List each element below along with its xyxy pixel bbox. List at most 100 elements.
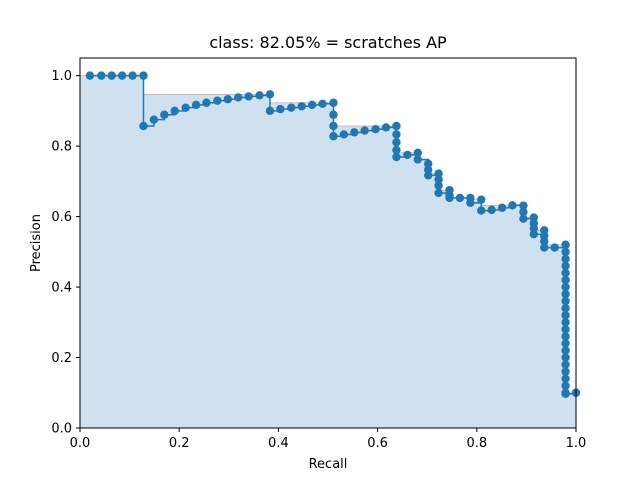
data-point — [255, 91, 264, 100]
data-point — [561, 303, 570, 313]
data-point — [149, 115, 159, 124]
data-point — [117, 71, 127, 80]
x-tick-label: 0.2 — [169, 436, 190, 451]
data-point — [540, 243, 549, 252]
data-point — [561, 254, 570, 264]
data-point — [85, 71, 95, 80]
data-point — [403, 150, 412, 160]
data-point — [561, 389, 570, 399]
data-point — [477, 195, 486, 204]
data-point — [561, 332, 570, 341]
x-tick-label: 0.6 — [367, 436, 388, 451]
data-point — [561, 296, 570, 306]
data-point — [413, 155, 422, 164]
data-point — [318, 99, 327, 109]
y-tick-label: 0.0 — [51, 422, 72, 437]
y-tick-label: 0.2 — [51, 351, 72, 366]
data-point — [455, 193, 465, 203]
data-point — [329, 121, 338, 131]
data-point — [307, 100, 317, 110]
data-point — [561, 353, 570, 362]
data-point — [487, 205, 496, 215]
x-tick-label: 0.4 — [268, 436, 289, 451]
data-point — [434, 169, 443, 178]
data-point — [561, 282, 570, 292]
data-point — [519, 207, 528, 217]
x-tick-label: 1.0 — [566, 436, 587, 451]
data-point — [234, 93, 243, 102]
data-point — [413, 148, 422, 157]
data-point — [265, 90, 275, 99]
data-point — [423, 159, 433, 168]
data-point — [445, 193, 454, 203]
y-tick-label: 0.8 — [51, 140, 72, 155]
data-point — [160, 110, 169, 119]
y-tick-label: 0.6 — [51, 210, 72, 225]
data-point — [561, 346, 570, 355]
data-point — [244, 92, 253, 101]
data-point — [434, 188, 443, 198]
data-point — [139, 121, 148, 131]
data-point — [339, 130, 349, 139]
data-point — [265, 106, 275, 116]
data-point — [561, 247, 570, 257]
x-axis-label: Recall — [309, 457, 348, 472]
data-point — [497, 203, 507, 212]
data-point — [181, 103, 190, 112]
data-point — [561, 261, 570, 271]
data-point — [392, 121, 401, 131]
y-axis: 0.0 0.2 0.4 0.6 0.8 1.0 — [51, 69, 80, 437]
data-point — [466, 198, 475, 208]
data-point — [519, 201, 528, 210]
data-point — [329, 98, 338, 107]
data-point — [550, 243, 559, 252]
data-point — [360, 126, 369, 135]
data-point — [477, 206, 486, 215]
data-point — [381, 123, 391, 132]
data-point — [561, 318, 570, 327]
data-point — [561, 374, 570, 383]
data-point — [508, 201, 517, 210]
data-point — [561, 289, 570, 299]
data-point — [434, 175, 443, 184]
data-point — [107, 71, 116, 80]
data-point — [392, 138, 401, 147]
data-point — [139, 71, 148, 80]
data-point — [297, 102, 306, 111]
x-tick-label: 0.0 — [70, 436, 91, 451]
y-tick-label: 0.4 — [51, 281, 72, 296]
data-point — [329, 110, 338, 119]
data-point — [423, 171, 433, 180]
data-point — [561, 367, 570, 376]
data-point — [287, 103, 296, 112]
plot-area — [79, 71, 581, 429]
data-point — [213, 96, 222, 105]
data-point — [392, 152, 401, 162]
data-point — [561, 381, 570, 390]
data-point — [561, 339, 570, 348]
data-point — [561, 360, 570, 369]
data-point — [519, 214, 528, 223]
data-point — [561, 325, 570, 334]
data-point — [540, 237, 549, 246]
data-point — [350, 128, 359, 137]
data-point — [170, 106, 179, 116]
y-tick-label: 1.0 — [51, 69, 72, 84]
y-axis-label: Precision — [29, 214, 44, 272]
data-point — [329, 132, 338, 141]
x-axis: 0.0 0.2 0.4 0.6 0.8 1.0 — [70, 428, 587, 451]
data-point — [191, 100, 201, 110]
data-point — [561, 240, 570, 249]
data-point — [202, 98, 211, 107]
data-point — [561, 275, 570, 285]
data-point — [561, 311, 570, 320]
data-point — [434, 181, 443, 190]
data-point — [97, 71, 106, 80]
data-point — [371, 124, 380, 134]
data-point — [529, 229, 539, 239]
axes-frame — [79, 57, 577, 429]
x-tick-label: 0.8 — [466, 436, 487, 451]
data-point — [392, 130, 401, 139]
data-point — [128, 71, 137, 80]
data-point — [223, 95, 233, 104]
